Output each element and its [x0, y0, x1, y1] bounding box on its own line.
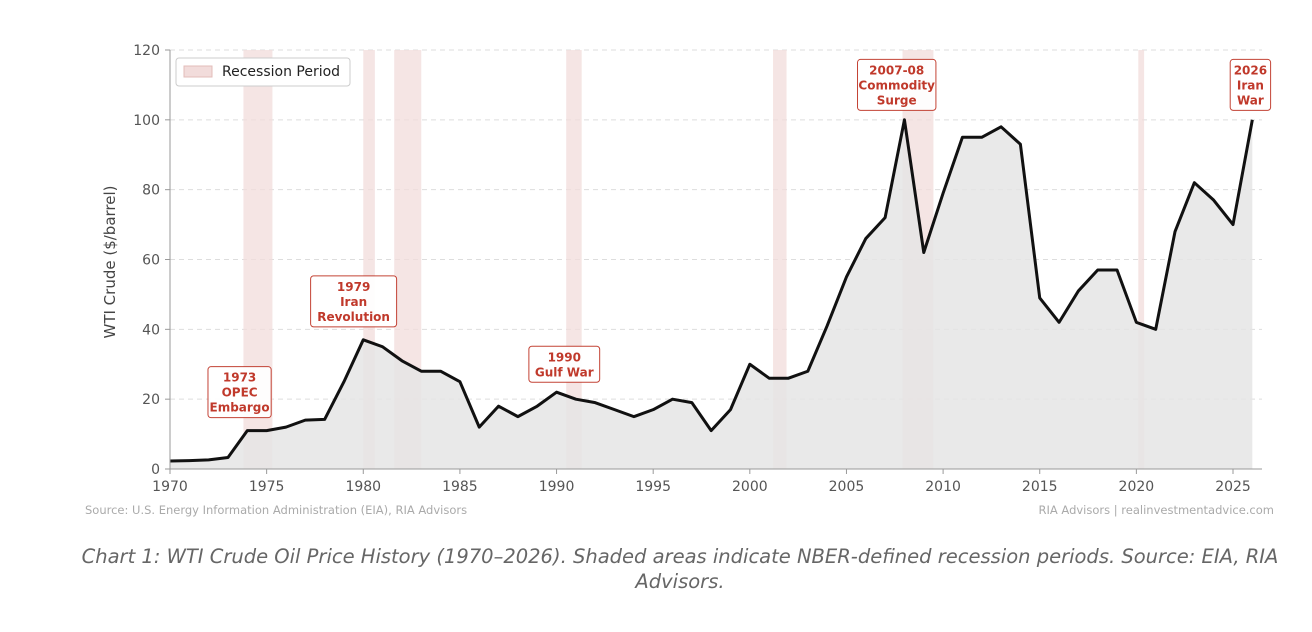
annotation-text-4-0: 2026 [1234, 63, 1267, 77]
legend-label-recession: Recession Period [222, 64, 340, 80]
source-note-right: RIA Advisors | realinvestmentadvice.com [1039, 503, 1275, 517]
recession-band-6 [1138, 50, 1145, 469]
y-tick-label-20: 20 [142, 392, 160, 408]
legend: Recession Period [175, 57, 351, 87]
y-axis-label: WTI Crude ($/barrel) [101, 185, 119, 338]
annotation-text-2-1: Gulf War [535, 365, 594, 379]
annotation-box-0 [207, 366, 272, 419]
annotation-box-1 [310, 275, 398, 328]
annotation-text-3-2: Surge [877, 93, 917, 107]
x-tick-label-2025: 2025 [1215, 479, 1251, 495]
y-tick-label-120: 120 [133, 43, 160, 59]
x-tick-label-2015: 2015 [1022, 479, 1058, 495]
y-tick-label-80: 80 [142, 183, 160, 199]
x-tick-label-1985: 1985 [442, 479, 478, 495]
annotation-text-0-2: Embargo [210, 401, 270, 415]
price-area-fill [170, 119, 1253, 469]
event-annotations: 1973OPECEmbargo1979IranRevolution1990Gul… [207, 58, 1272, 419]
annotation-text-2-0: 1990 [548, 350, 581, 364]
legend-box [175, 57, 351, 87]
y-tick-label-40: 40 [142, 322, 160, 338]
x-tick-label-1995: 1995 [635, 479, 671, 495]
y-tick-label-100: 100 [133, 113, 160, 129]
x-tick-label-2005: 2005 [829, 479, 865, 495]
annotation-text-1-2: Revolution [317, 310, 390, 324]
annotation-box-4 [1229, 58, 1272, 111]
chart-caption: Chart 1: WTI Crude Oil Price History (19… [81, 545, 1279, 593]
y-tick-label-60: 60 [142, 253, 160, 269]
recession-band-1 [363, 50, 375, 469]
annotation-text-3-1: Commodity [858, 78, 935, 92]
x-tick-label-1975: 1975 [249, 479, 285, 495]
y-tick-label-0: 0 [151, 462, 160, 478]
x-tick-label-2020: 2020 [1119, 479, 1155, 495]
annotation-text-0-1: OPEC [222, 386, 258, 400]
source-note-left: Source: U.S. Energy Information Administ… [85, 503, 467, 517]
recession-band-4 [773, 50, 787, 469]
x-tick-label-1990: 1990 [539, 479, 575, 495]
legend-swatch-recession [183, 65, 213, 78]
annotation-text-4-2: War [1237, 93, 1264, 107]
annotation-text-1-0: 1979 [337, 280, 370, 294]
x-tick-label-2010: 2010 [925, 479, 961, 495]
x-tick-label-1970: 1970 [152, 479, 188, 495]
x-tick-label-1980: 1980 [345, 479, 381, 495]
annotation-text-0-0: 1973 [223, 371, 256, 385]
price-line [169, 118, 1254, 463]
annotation-text-3-0: 2007-08 [869, 63, 924, 77]
tick-labels: 0 20 40 60 80 100 120 1970 1975 1980 1985 1990 1995 2… [133, 43, 1251, 495]
x-tick-label-2000: 2000 [732, 479, 768, 495]
oil-price-chart: 0 20 40 60 80 100 120 1970 1975 1980 1985 1990 1995 2… [85, 43, 1275, 517]
annotation-box-3 [857, 58, 937, 111]
annotation-box-2 [528, 345, 601, 383]
annotation-text-1-1: Iran [340, 295, 367, 309]
annotation-text-4-1: Iran [1237, 78, 1264, 92]
